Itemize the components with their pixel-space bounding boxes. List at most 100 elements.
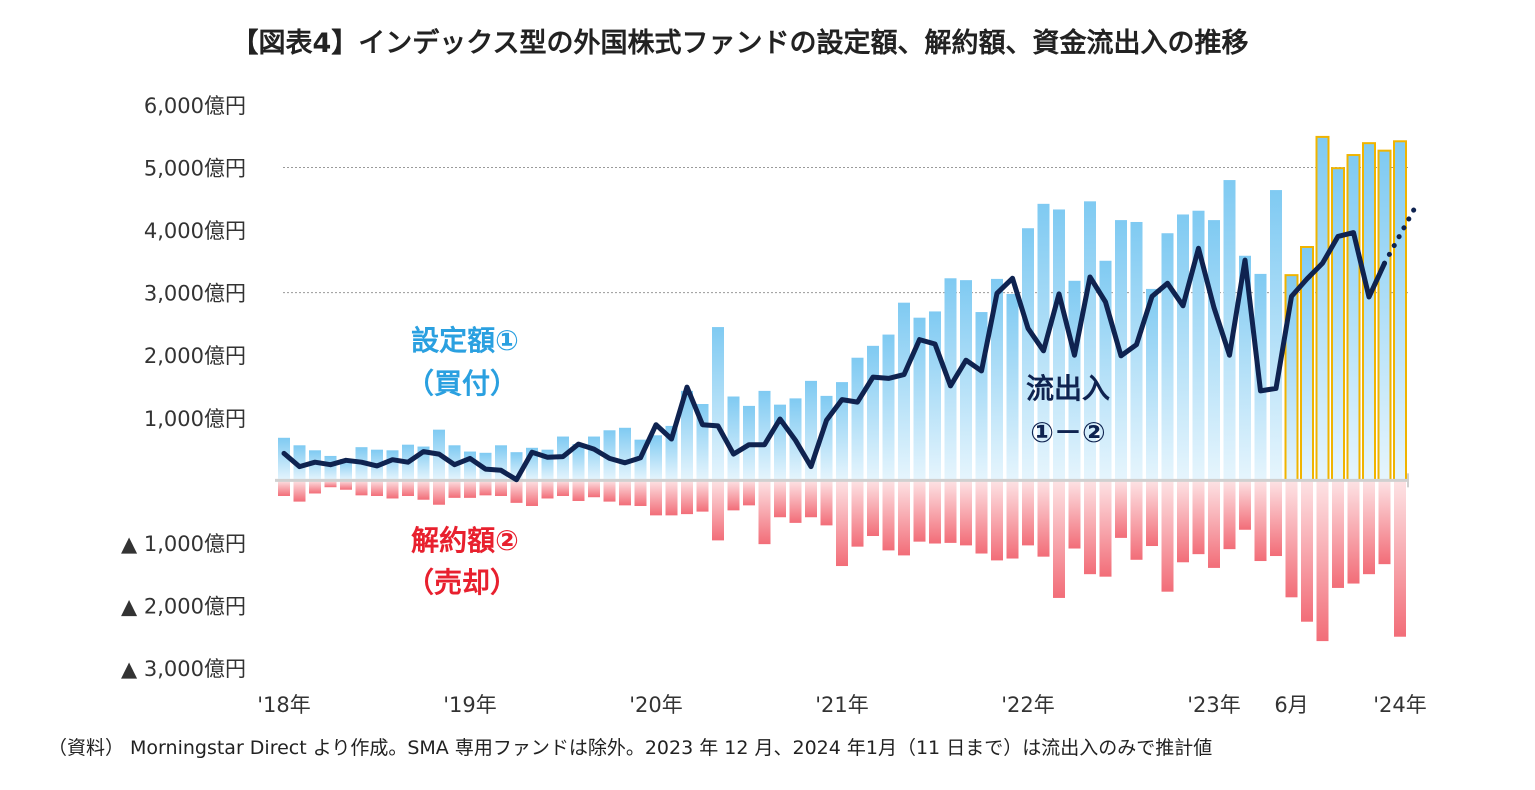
sell-bar	[929, 480, 941, 544]
buy-bar	[386, 450, 399, 481]
buy-bar	[1362, 142, 1376, 482]
sell-bar	[1146, 480, 1158, 547]
sell-bar	[774, 480, 786, 518]
sell-bar	[417, 480, 430, 500]
sell-bar	[1084, 480, 1096, 575]
buy-label: 設定額①	[411, 324, 519, 357]
sell-bar	[1068, 480, 1081, 549]
sell-bar	[1285, 480, 1298, 598]
buy-bar	[293, 445, 306, 481]
y-tick-label: 3,000億円	[144, 282, 246, 306]
y-tick-label: ▲ 3,000億円	[121, 657, 246, 681]
sell-bar	[789, 480, 802, 523]
buy-bar	[774, 404, 786, 481]
buy-bar	[572, 444, 585, 481]
buy-label-sub: （買付）	[406, 367, 518, 400]
sell-bar	[1177, 480, 1189, 563]
buy-bar	[836, 382, 848, 481]
buy-bar	[1239, 255, 1251, 481]
sell-bar	[1053, 480, 1065, 598]
source-note: （資料） Morningstar Direct より作成。SMA 専用ファンドは…	[48, 737, 1212, 759]
sell-bar	[526, 480, 538, 506]
sell-bar	[557, 480, 569, 496]
buy-bar	[1084, 201, 1096, 481]
buy-bar	[913, 317, 926, 481]
x-tick-label: '21年	[815, 693, 869, 717]
x-tick-label: '23年	[1187, 693, 1241, 717]
sell-bar	[991, 480, 1003, 561]
sell-bar	[1378, 480, 1391, 565]
sell-bar	[293, 480, 306, 502]
sell-bar	[944, 480, 957, 543]
sell-bar	[1363, 480, 1375, 575]
buy-bar	[867, 345, 879, 481]
net-label-sub: ①－②	[1030, 416, 1105, 449]
buy-bar	[1346, 154, 1361, 482]
sell-bar	[603, 480, 616, 502]
sell-bar	[433, 480, 445, 505]
y-axis-ticks: 6,000億円 5,000億円 4,000億円 3,000億円 2,000億円 1,000…	[121, 94, 246, 681]
sell-bar	[588, 480, 600, 498]
sell-bar	[650, 480, 662, 516]
sell-bar	[743, 480, 755, 506]
buy-bar	[1223, 180, 1236, 481]
buy-bar	[929, 311, 941, 481]
y-tick-label: 5,000億円	[144, 157, 246, 181]
x-tick-label: '22年	[1001, 693, 1055, 717]
buy-bar	[1130, 221, 1143, 481]
sell-bar	[541, 480, 554, 499]
buy-bar	[324, 455, 337, 481]
net-flow-series	[281, 230, 1387, 483]
sell-bar	[851, 480, 864, 547]
sell-bar	[1270, 480, 1282, 557]
net-label: 流出入	[1026, 372, 1110, 405]
sell-bar	[836, 480, 848, 567]
buy-bar	[603, 430, 616, 481]
sell-bar	[402, 480, 414, 496]
sell-bar	[510, 480, 523, 503]
sell-bar	[278, 480, 290, 496]
sell-bar	[1161, 480, 1174, 592]
buy-bar	[758, 390, 771, 481]
sell-bar	[758, 480, 771, 545]
y-tick-label: 1,000億円	[144, 407, 246, 431]
sell-bar	[464, 480, 476, 498]
sell-bar	[1316, 480, 1329, 642]
buy-bar	[1393, 140, 1407, 482]
sell-bar	[355, 480, 368, 496]
sell-bar	[1037, 480, 1050, 557]
sell-label-sub: （売却）	[406, 566, 518, 599]
sell-bar	[867, 480, 879, 537]
sell-bar	[1394, 480, 1406, 637]
net-flow-line	[281, 206, 1417, 483]
buy-bars	[278, 135, 1407, 482]
sell-label: 解約額②	[411, 524, 519, 557]
buy-bar	[650, 435, 662, 481]
sell-bar	[820, 480, 833, 526]
sell-bar	[913, 480, 926, 542]
sell-bar	[324, 480, 337, 488]
chart-title: 【図表4】インデックス型の外国株式ファンドの設定額、解約額、資金流出入の推移	[232, 27, 1249, 59]
net-flow-estimate	[1382, 206, 1417, 266]
sell-bar	[634, 480, 647, 506]
buy-bar	[727, 396, 740, 481]
sell-bar	[1208, 480, 1220, 568]
buy-bar	[278, 437, 290, 481]
sell-bar	[386, 480, 399, 499]
buy-bar	[1331, 167, 1345, 482]
y-tick-label: 2,000億円	[144, 344, 246, 368]
buy-bar	[619, 427, 631, 481]
buy-bar	[309, 450, 321, 481]
sell-bar	[495, 480, 507, 496]
sell-bar	[681, 480, 693, 515]
sell-bar	[371, 480, 383, 496]
sell-bar	[572, 480, 585, 501]
x-tick-label: '18年	[257, 693, 311, 717]
y-tick-label: 6,000億円	[144, 94, 246, 118]
sell-bar	[1099, 480, 1112, 577]
sell-bar	[1347, 480, 1360, 584]
sell-bars	[278, 480, 1406, 642]
sell-bar	[1006, 480, 1019, 559]
buy-bar	[588, 436, 600, 481]
x-tick-label: 6月	[1274, 693, 1308, 717]
